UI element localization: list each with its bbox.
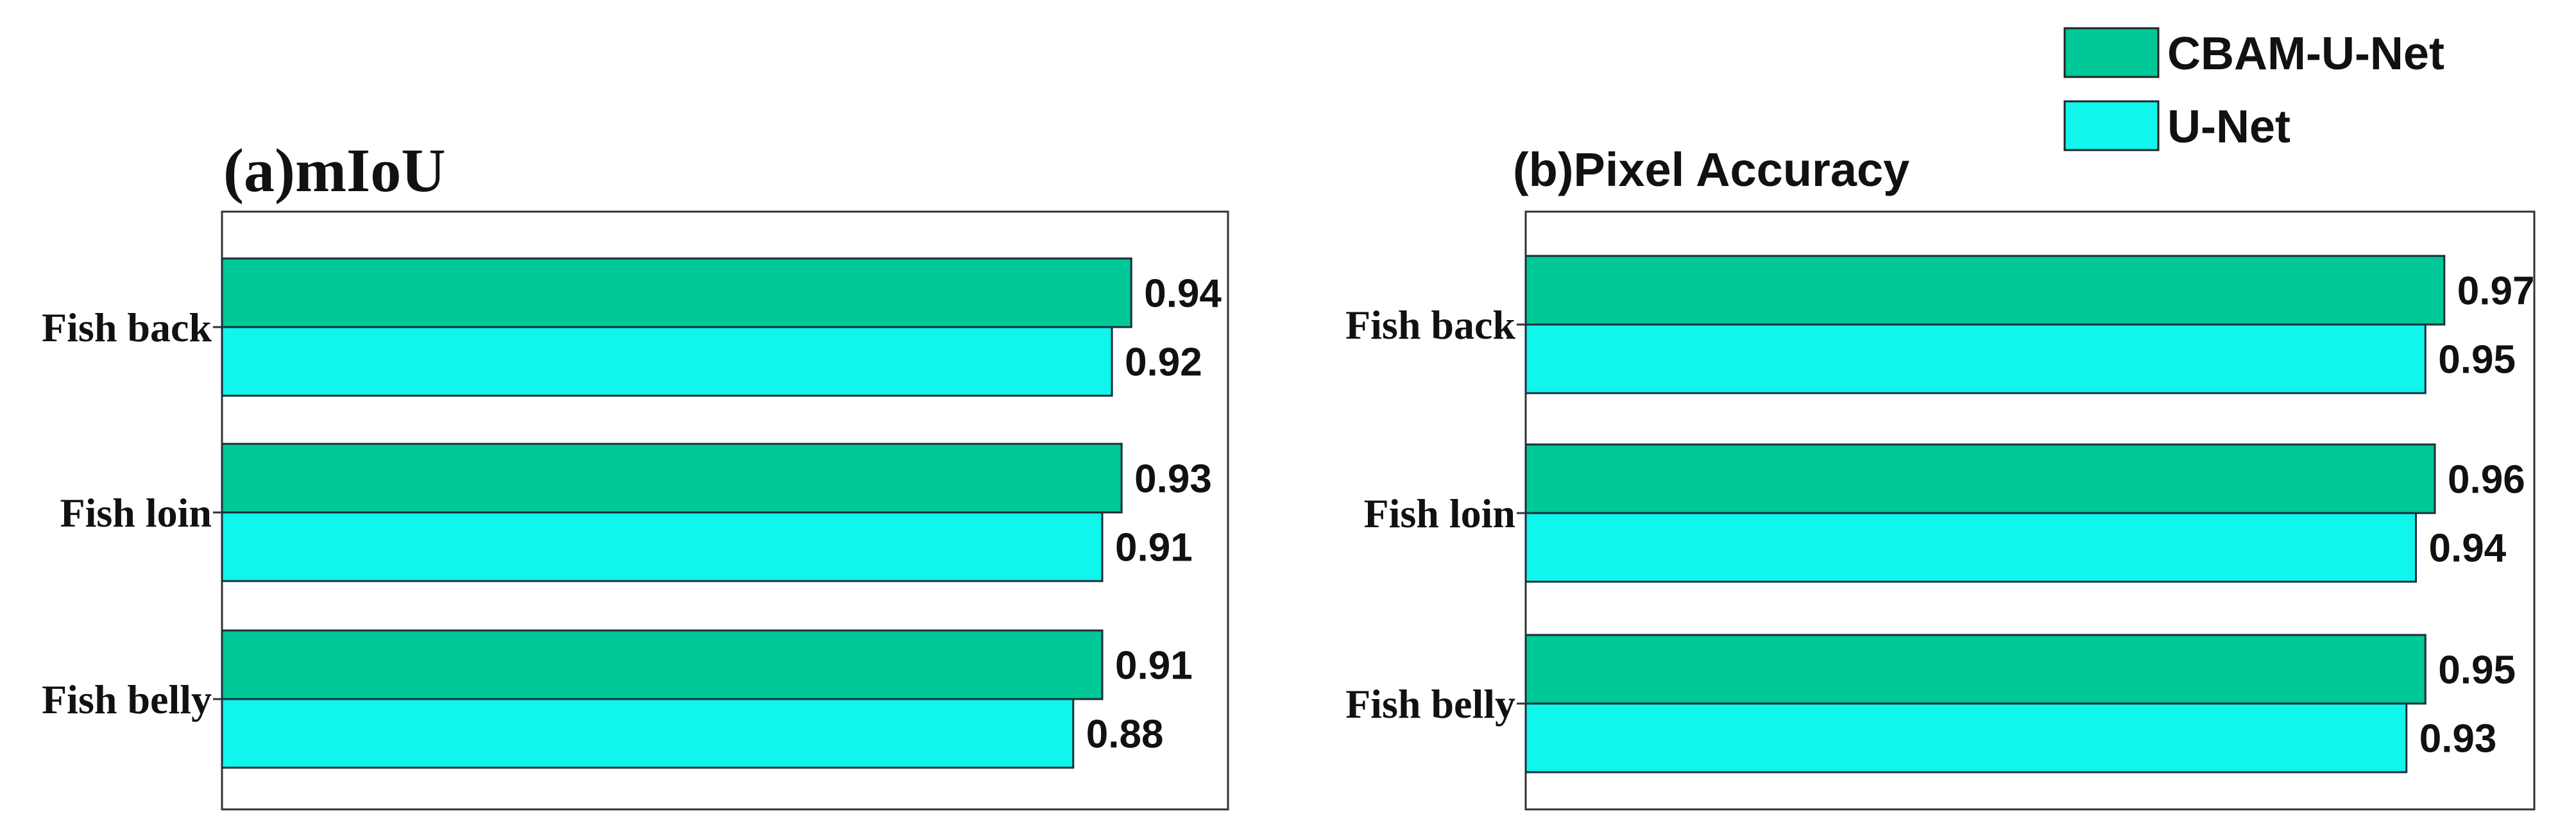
- data-label-u-net-fish-loin: 0.94: [2428, 527, 2506, 571]
- data-label-u-net-fish-loin: 0.91: [1115, 526, 1193, 570]
- category-label-fish-back: Fish back: [1345, 302, 1515, 348]
- bar-u-net-fish-back: [1524, 323, 2427, 394]
- data-label-cbam-u-net-fish-loin: 0.93: [1134, 457, 1212, 502]
- data-label-cbam-u-net-fish-loin: 0.96: [2448, 458, 2525, 502]
- bars-miou: 0.94 0.92 Fish back 0.93 0.91 Fish loin 0.91 0.…: [42, 257, 1222, 769]
- legend-swatch-cbam-u-net: [2063, 27, 2160, 78]
- data-label-cbam-u-net-fish-back: 0.97: [2457, 269, 2535, 314]
- chart-miou: (a)mIoU 0.94 0.92 Fish back 0.93 0.91 Fish lo…: [42, 136, 1229, 811]
- category-label-fish-loin: Fish loin: [1363, 491, 1515, 536]
- data-label-u-net-fish-back: 0.95: [2438, 338, 2516, 382]
- category-label-fish-loin: Fish loin: [60, 490, 212, 536]
- legend-label-u-net: U-Net: [2167, 101, 2290, 153]
- data-label-u-net-fish-belly: 0.93: [2419, 717, 2497, 761]
- legend-label-cbam-u-net: CBAM-U-Net: [2167, 28, 2444, 80]
- data-label-u-net-fish-belly: 0.88: [1086, 713, 1164, 757]
- bar-cbam-u-net-fish-loin: [1524, 443, 2436, 514]
- chart-title-pixel-accuracy: (b)Pixel Accuracy: [1513, 143, 1909, 196]
- data-label-cbam-u-net-fish-back: 0.94: [1144, 272, 1222, 316]
- legend: CBAM-U-Net U-Net: [2063, 27, 2444, 153]
- bar-cbam-u-net-fish-belly: [221, 629, 1104, 700]
- chart-title-miou: (a)mIoU: [223, 136, 446, 205]
- bar-cbam-u-net-fish-belly: [1524, 634, 2427, 705]
- category-label-fish-back: Fish back: [42, 305, 212, 350]
- bar-u-net-fish-loin: [221, 511, 1104, 582]
- bar-u-net-fish-belly: [221, 698, 1075, 769]
- bar-u-net-fish-belly: [1524, 702, 2408, 773]
- category-label-fish-belly: Fish belly: [42, 677, 212, 722]
- bar-cbam-u-net-fish-back: [221, 257, 1132, 328]
- data-label-cbam-u-net-fish-belly: 0.91: [1115, 644, 1193, 688]
- data-label-cbam-u-net-fish-belly: 0.95: [2438, 648, 2516, 693]
- data-label-u-net-fish-back: 0.92: [1125, 341, 1202, 385]
- bar-cbam-u-net-fish-loin: [221, 443, 1123, 514]
- bar-cbam-u-net-fish-back: [1524, 255, 2446, 326]
- legend-swatch-u-net: [2063, 100, 2160, 151]
- bars-pixel-accuracy: 0.97 0.95 Fish back 0.96 0.94 Fish loin 0.95 0.…: [1345, 255, 2535, 773]
- bar-u-net-fish-loin: [1524, 512, 2417, 583]
- bar-u-net-fish-back: [221, 326, 1113, 397]
- category-label-fish-belly: Fish belly: [1345, 681, 1515, 727]
